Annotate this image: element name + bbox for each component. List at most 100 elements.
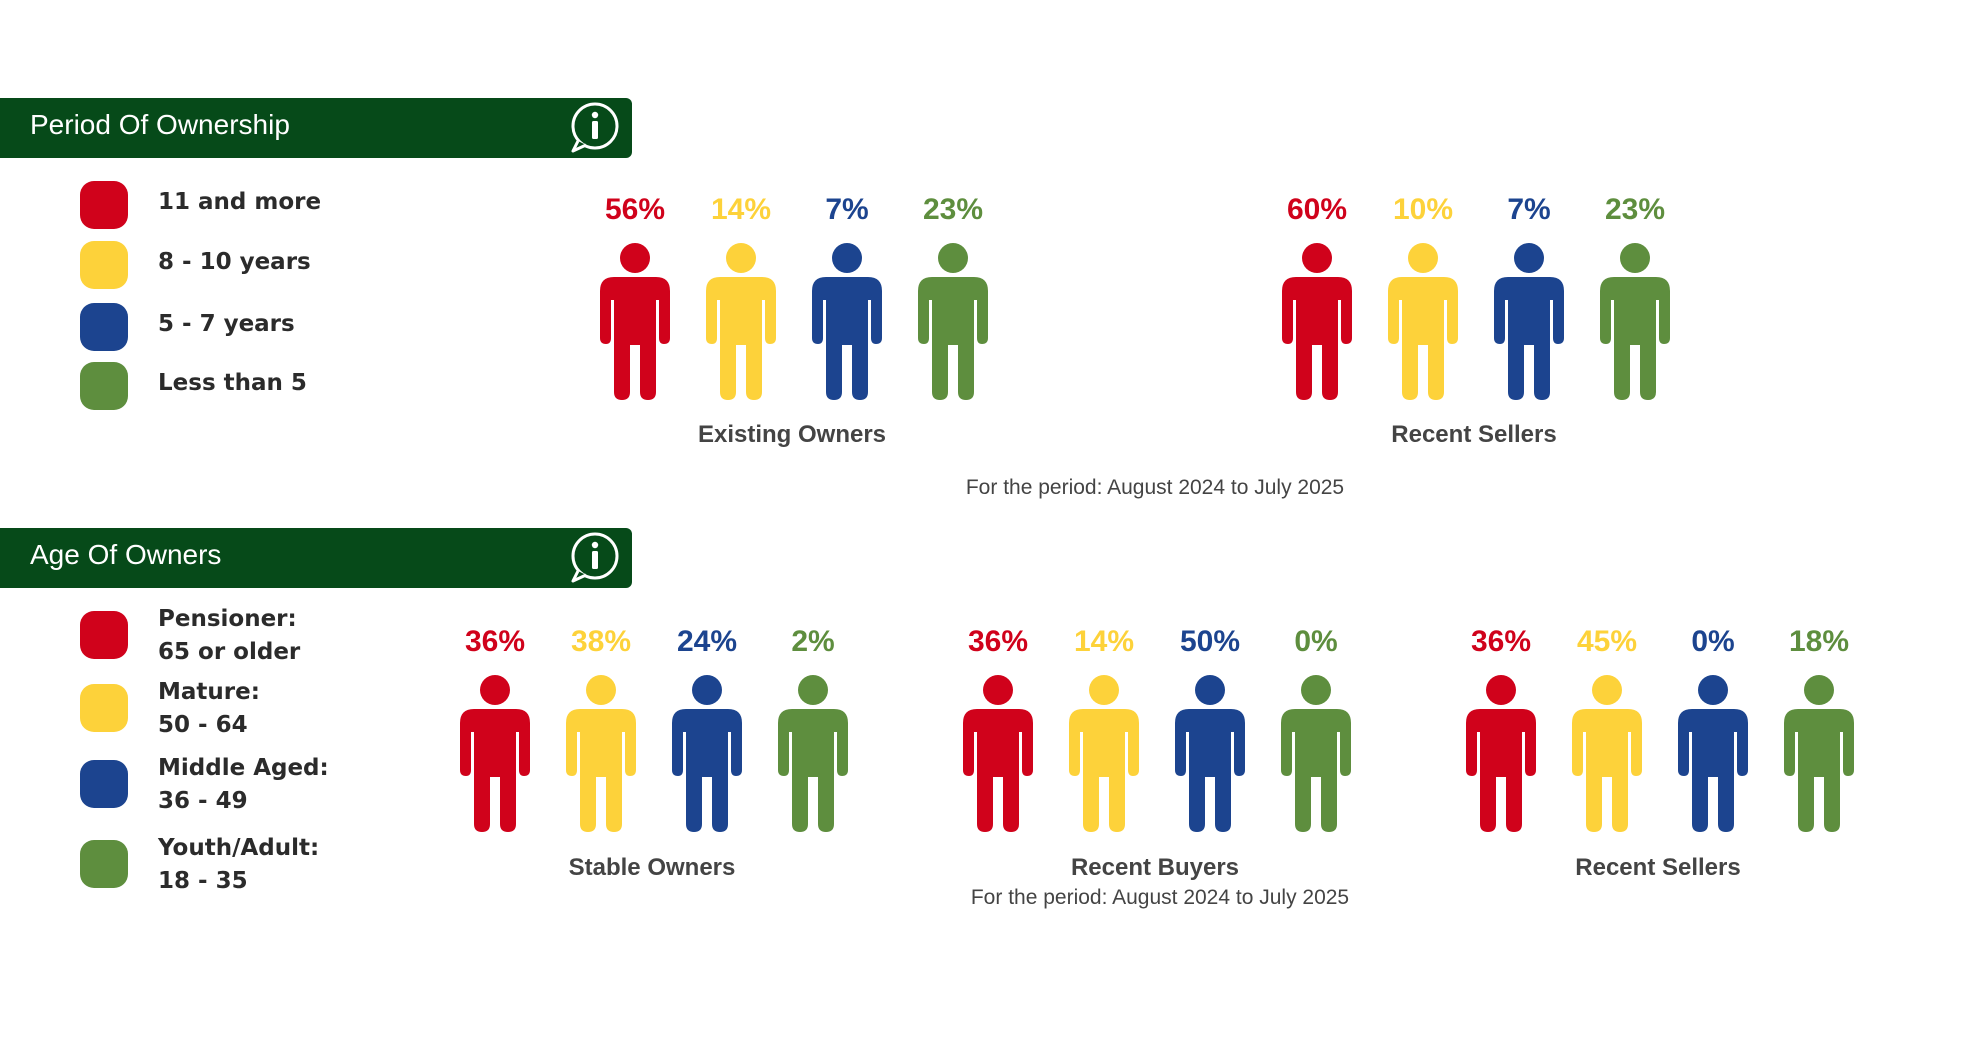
percent-label: 38% — [570, 625, 632, 658]
percent-label: 2% — [791, 625, 835, 658]
percent-label: 36% — [967, 625, 1029, 658]
person-icon — [1466, 675, 1536, 832]
percent-label: 7% — [825, 193, 869, 226]
person-icon — [1388, 243, 1458, 400]
legend-swatch-red — [80, 181, 128, 229]
age-banner: Age Of Owners — [0, 528, 632, 588]
figure-green: 23% — [900, 190, 1006, 400]
percent-label: 36% — [464, 625, 526, 658]
percent-label: 0% — [1691, 625, 1735, 658]
figure-yellow: 45% — [1554, 622, 1660, 832]
legend-swatch-green — [80, 840, 128, 888]
legend-label: 8 - 10 years — [158, 246, 311, 279]
legend-label-line1: 11 and more — [158, 189, 322, 215]
percent-label: 10% — [1392, 193, 1454, 226]
legend-swatch-red — [80, 611, 128, 659]
percent-label: 14% — [710, 193, 772, 226]
person-icon — [672, 675, 742, 832]
recent-sellers-age-label: Recent Sellers — [1575, 854, 1741, 881]
age-title: Age Of Owners — [30, 539, 222, 570]
legend-label-line2: 36 - 49 — [158, 788, 248, 814]
legend-label: 11 and more — [158, 186, 321, 219]
person-icon — [460, 675, 530, 832]
figure-blue: 50% — [1157, 622, 1263, 832]
legend-swatch-blue — [80, 303, 128, 351]
figure-green: 18% — [1766, 622, 1872, 832]
legend-label-line2: 18 - 35 — [158, 868, 248, 894]
person-icon — [918, 243, 988, 400]
ownership-banner: Period Of Ownership — [0, 98, 632, 158]
legend-label: Less than 5 — [158, 367, 307, 400]
figure-red: 36% — [945, 622, 1051, 832]
stable-owners-label: Stable Owners — [568, 854, 736, 881]
figure-red: 56% — [582, 190, 688, 400]
person-icon — [1678, 675, 1748, 832]
legend-label-line1: 5 - 7 years — [158, 311, 295, 337]
person-icon — [1175, 675, 1245, 832]
person-icon — [1600, 243, 1670, 400]
figure-blue: 7% — [1476, 190, 1582, 400]
recent-sellers-figures: 60% 10% 7% 23% — [1264, 190, 1684, 410]
figure-yellow: 14% — [1051, 622, 1157, 832]
percent-label: 60% — [1286, 193, 1348, 226]
figure-red: 36% — [442, 622, 548, 832]
person-icon — [566, 675, 636, 832]
person-icon — [1572, 675, 1642, 832]
person-icon — [1784, 675, 1854, 832]
existing-owners-label: Existing Owners — [697, 421, 887, 448]
percent-label: 56% — [604, 193, 666, 226]
legend-label-line1: Mature: — [158, 679, 260, 705]
legend-swatch-green — [80, 362, 128, 410]
figure-blue: 24% — [654, 622, 760, 832]
person-icon — [600, 243, 670, 400]
percent-label: 14% — [1073, 625, 1135, 658]
person-icon — [812, 243, 882, 400]
person-icon — [1494, 243, 1564, 400]
person-icon — [1282, 243, 1352, 400]
info-icon[interactable] — [568, 531, 622, 585]
legend-label-line2: 65 or older — [158, 639, 301, 665]
person-icon — [1069, 675, 1139, 832]
legend-label-line2: 50 - 64 — [158, 712, 248, 738]
existing-owners-figures: 56% 14% 7% 23% — [582, 190, 1002, 410]
person-icon — [706, 243, 776, 400]
percent-label: 24% — [676, 625, 738, 658]
figure-blue: 7% — [794, 190, 900, 400]
figure-yellow: 38% — [548, 622, 654, 832]
figure-green: 2% — [760, 622, 866, 832]
legend-label: 5 - 7 years — [158, 308, 295, 341]
recent-sellers-age-figures: 36% 45% 0% 18% — [1448, 622, 1868, 842]
person-icon — [1281, 675, 1351, 832]
percent-label: 23% — [1604, 193, 1666, 226]
recent-sellers-label: Recent Sellers — [1391, 421, 1557, 448]
ownership-period-note: For the period: August 2024 to July 2025 — [965, 476, 1345, 499]
stable-owners-figures: 36% 38% 24% 2% — [442, 622, 862, 842]
figure-yellow: 10% — [1370, 190, 1476, 400]
percent-label: 7% — [1507, 193, 1551, 226]
person-icon — [963, 675, 1033, 832]
legend-label-line1: Less than 5 — [158, 370, 307, 396]
figure-green: 0% — [1263, 622, 1369, 832]
percent-label: 0% — [1294, 625, 1338, 658]
legend-label-line1: Middle Aged: — [158, 755, 329, 781]
figure-red: 36% — [1448, 622, 1554, 832]
percent-label: 50% — [1179, 625, 1241, 658]
legend-label-line1: 8 - 10 years — [158, 249, 311, 275]
legend-swatch-yellow — [80, 684, 128, 732]
ownership-title: Period Of Ownership — [30, 109, 290, 140]
legend-label: Youth/Adult: 18 - 35 — [158, 832, 319, 898]
percent-label: 45% — [1576, 625, 1638, 658]
person-icon — [778, 675, 848, 832]
figure-yellow: 14% — [688, 190, 794, 400]
legend-swatch-blue — [80, 760, 128, 808]
info-icon[interactable] — [568, 101, 622, 155]
figure-blue: 0% — [1660, 622, 1766, 832]
legend-label-line1: Youth/Adult: — [158, 835, 320, 861]
recent-buyers-label: Recent Buyers — [1070, 854, 1240, 881]
legend-swatch-yellow — [80, 241, 128, 289]
percent-label: 23% — [922, 193, 984, 226]
recent-buyers-figures: 36% 14% 50% 0% — [945, 622, 1365, 842]
percent-label: 18% — [1788, 625, 1850, 658]
legend-label: Mature: 50 - 64 — [158, 676, 260, 742]
age-period-note: For the period: August 2024 to July 2025 — [970, 886, 1350, 909]
